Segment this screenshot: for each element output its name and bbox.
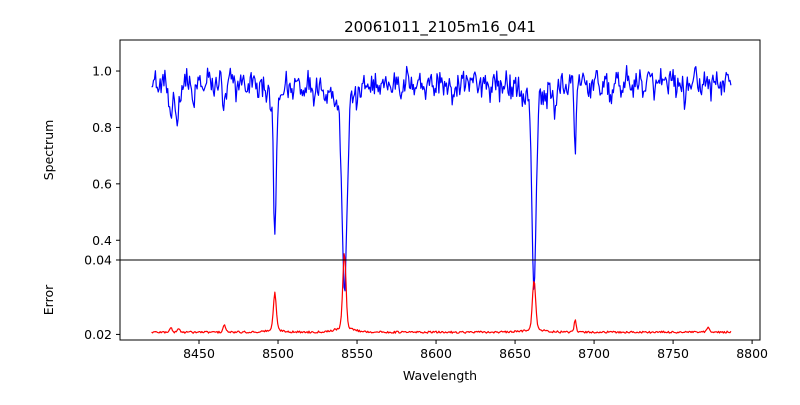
spectrum-y-axis: 0.4 0.6 0.8 1.0 xyxy=(92,64,120,248)
error-plot-area xyxy=(151,253,732,334)
error-axes-frame xyxy=(119,259,761,341)
spectrum-y-tick-label: 1.0 xyxy=(92,64,112,79)
error-y-tick-label: 0.02 xyxy=(84,327,112,342)
spectrum-y-tick-label: 0.4 xyxy=(92,233,112,248)
error-y-tick-label: 0.04 xyxy=(84,253,112,268)
error-panel: 0.02 0.04 8450 8500 8550 8600 8650 8700 8750 880… xyxy=(41,253,768,384)
spectrum-plot-area xyxy=(151,65,732,292)
chart-title: 20061011_2105m16_041 xyxy=(344,18,536,37)
error-line xyxy=(151,253,732,334)
x-tick-label: 8650 xyxy=(499,346,531,361)
x-tick-label: 8800 xyxy=(736,346,768,361)
spectrum-y-tick-label: 0.8 xyxy=(92,120,112,135)
error-y-axis: 0.02 0.04 xyxy=(84,253,120,342)
spectrum-line xyxy=(151,65,732,292)
x-tick-label: 8700 xyxy=(578,346,610,361)
spectrum-y-axis-title: Spectrum xyxy=(41,120,56,181)
x-tick-label: 8750 xyxy=(657,346,689,361)
x-tick-label: 8500 xyxy=(262,346,294,361)
x-tick-label: 8550 xyxy=(341,346,373,361)
x-tick-label: 8450 xyxy=(183,346,215,361)
x-tick-label: 8600 xyxy=(420,346,452,361)
x-axis: 8450 8500 8550 8600 8650 8700 8750 8800 xyxy=(183,340,768,361)
x-axis-title: Wavelength xyxy=(403,368,477,383)
error-y-axis-title: Error xyxy=(41,284,56,315)
spectrum-y-tick-label: 0.6 xyxy=(92,176,112,191)
